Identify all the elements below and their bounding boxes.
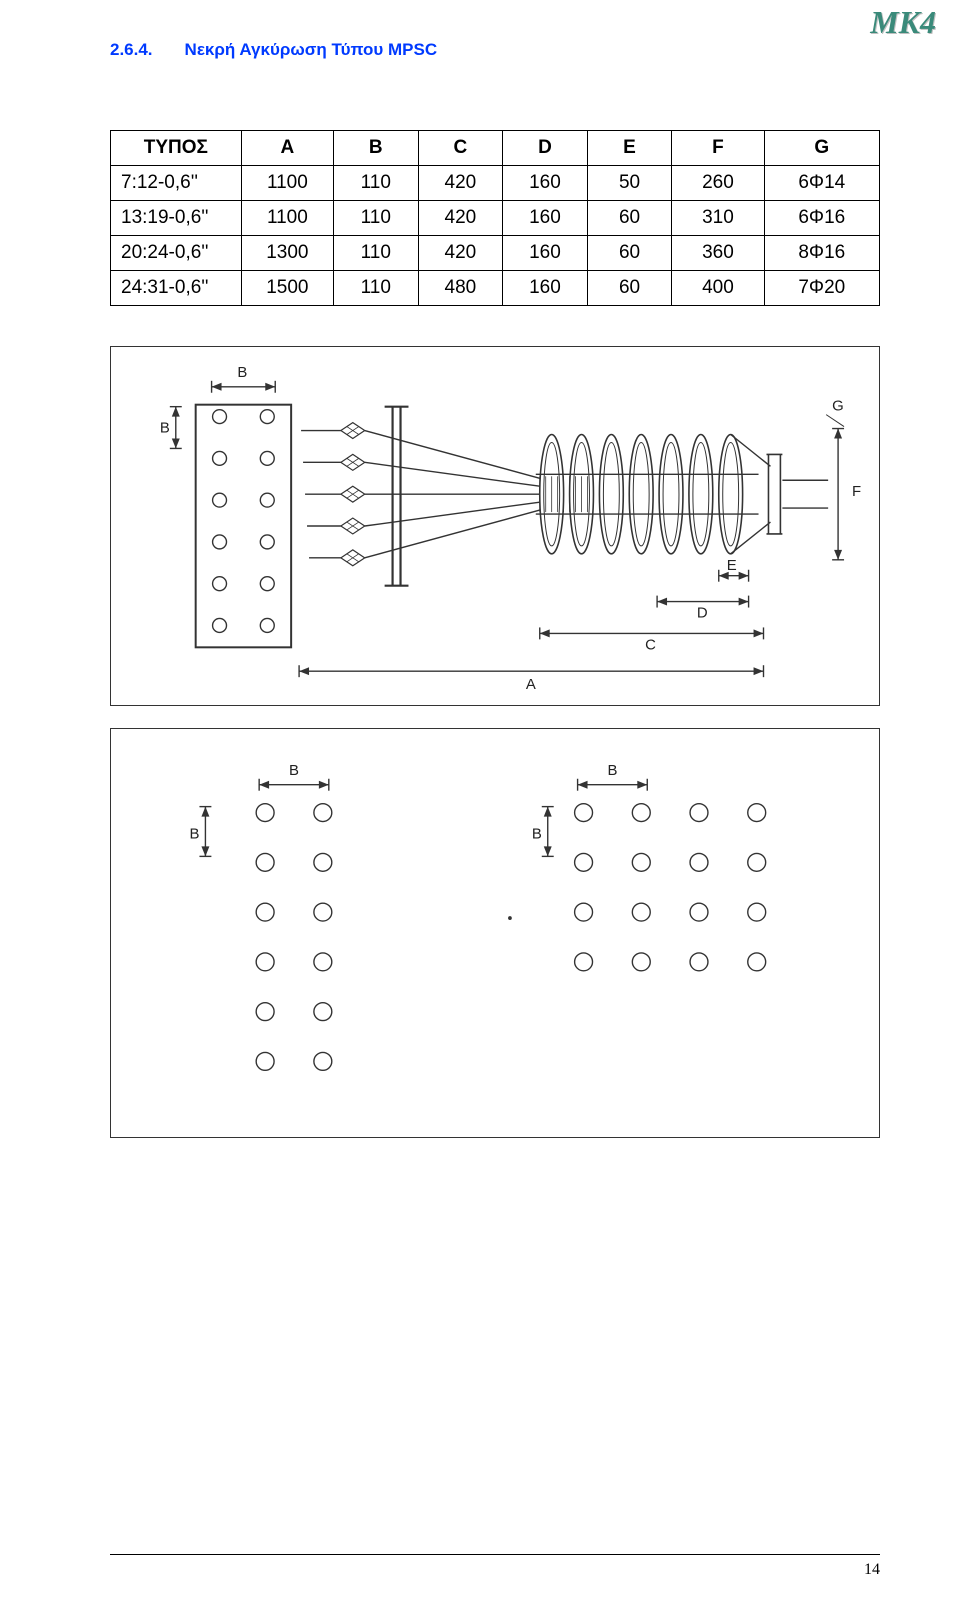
- col-F: F: [672, 131, 764, 166]
- table-cell: 1100: [241, 166, 333, 201]
- table-cell: 160: [503, 271, 588, 306]
- svg-text:E: E: [727, 558, 737, 574]
- svg-text:D: D: [697, 605, 708, 621]
- table-cell: 110: [334, 271, 419, 306]
- table-row: 7:12-0,6''1100110420160502606Φ14: [111, 166, 880, 201]
- table-cell: 60: [587, 271, 672, 306]
- table-cell: 160: [503, 201, 588, 236]
- spec-table: ΤΥΠΟΣABCDEFG 7:12-0,6''11001104201605026…: [110, 130, 880, 306]
- svg-text:B: B: [237, 365, 247, 381]
- table-cell: 1300: [241, 236, 333, 271]
- svg-text:B: B: [289, 762, 299, 779]
- table-cell: 50: [587, 166, 672, 201]
- table-cell: 60: [587, 236, 672, 271]
- table-cell: 420: [418, 236, 503, 271]
- table-cell: 160: [503, 236, 588, 271]
- svg-text:B: B: [189, 825, 199, 842]
- svg-text:A: A: [526, 677, 536, 693]
- svg-text:B: B: [160, 421, 170, 437]
- section-title: Νεκρή Αγκύρωση Τύπου MPSC: [185, 40, 438, 60]
- svg-text:G: G: [832, 399, 844, 415]
- table-cell: 6Φ14: [764, 166, 879, 201]
- footer-rule: [110, 1554, 880, 1555]
- figure-bolt-patterns: B B B B: [110, 728, 880, 1138]
- col-G: G: [764, 131, 879, 166]
- svg-text:B: B: [532, 825, 542, 842]
- table-row: 13:19-0,6''1100110420160603106Φ16: [111, 201, 880, 236]
- table-cell: 160: [503, 166, 588, 201]
- col-A: A: [241, 131, 333, 166]
- table-cell: 20:24-0,6'': [111, 236, 242, 271]
- section-heading: 2.6.4. Νεκρή Αγκύρωση Τύπου MPSC: [110, 40, 880, 60]
- section-number: 2.6.4.: [110, 40, 153, 60]
- figure-elevation: B B F G E D C A: [110, 346, 880, 706]
- table-cell: 24:31-0,6'': [111, 271, 242, 306]
- table-cell: 1500: [241, 271, 333, 306]
- table-cell: 360: [672, 236, 764, 271]
- table-body: 7:12-0,6''1100110420160502606Φ1413:19-0,…: [111, 166, 880, 306]
- svg-text:C: C: [645, 637, 656, 653]
- table-cell: 110: [334, 236, 419, 271]
- svg-text:F: F: [852, 484, 861, 500]
- brand-logo: MK4: [870, 4, 936, 41]
- table-cell: 7Φ20: [764, 271, 879, 306]
- col-C: C: [418, 131, 503, 166]
- table-cell: 13:19-0,6'': [111, 201, 242, 236]
- col-D: D: [503, 131, 588, 166]
- table-header-row: ΤΥΠΟΣABCDEFG: [111, 131, 880, 166]
- col-E: E: [587, 131, 672, 166]
- table-cell: 260: [672, 166, 764, 201]
- table-cell: 1100: [241, 201, 333, 236]
- table-row: 24:31-0,6''1500110480160604007Φ20: [111, 271, 880, 306]
- table-cell: 8Φ16: [764, 236, 879, 271]
- svg-text:B: B: [607, 762, 617, 779]
- table-cell: 110: [334, 166, 419, 201]
- table-cell: 310: [672, 201, 764, 236]
- table-cell: 6Φ16: [764, 201, 879, 236]
- table-row: 20:24-0,6''1300110420160603608Φ16: [111, 236, 880, 271]
- table-cell: 400: [672, 271, 764, 306]
- col-B: B: [334, 131, 419, 166]
- table-cell: 480: [418, 271, 503, 306]
- col-ΤΥΠΟΣ: ΤΥΠΟΣ: [111, 131, 242, 166]
- table-cell: 7:12-0,6'': [111, 166, 242, 201]
- table-cell: 110: [334, 201, 419, 236]
- table-cell: 420: [418, 166, 503, 201]
- table-cell: 420: [418, 201, 503, 236]
- table-cell: 60: [587, 201, 672, 236]
- page-number: 14: [864, 1561, 880, 1579]
